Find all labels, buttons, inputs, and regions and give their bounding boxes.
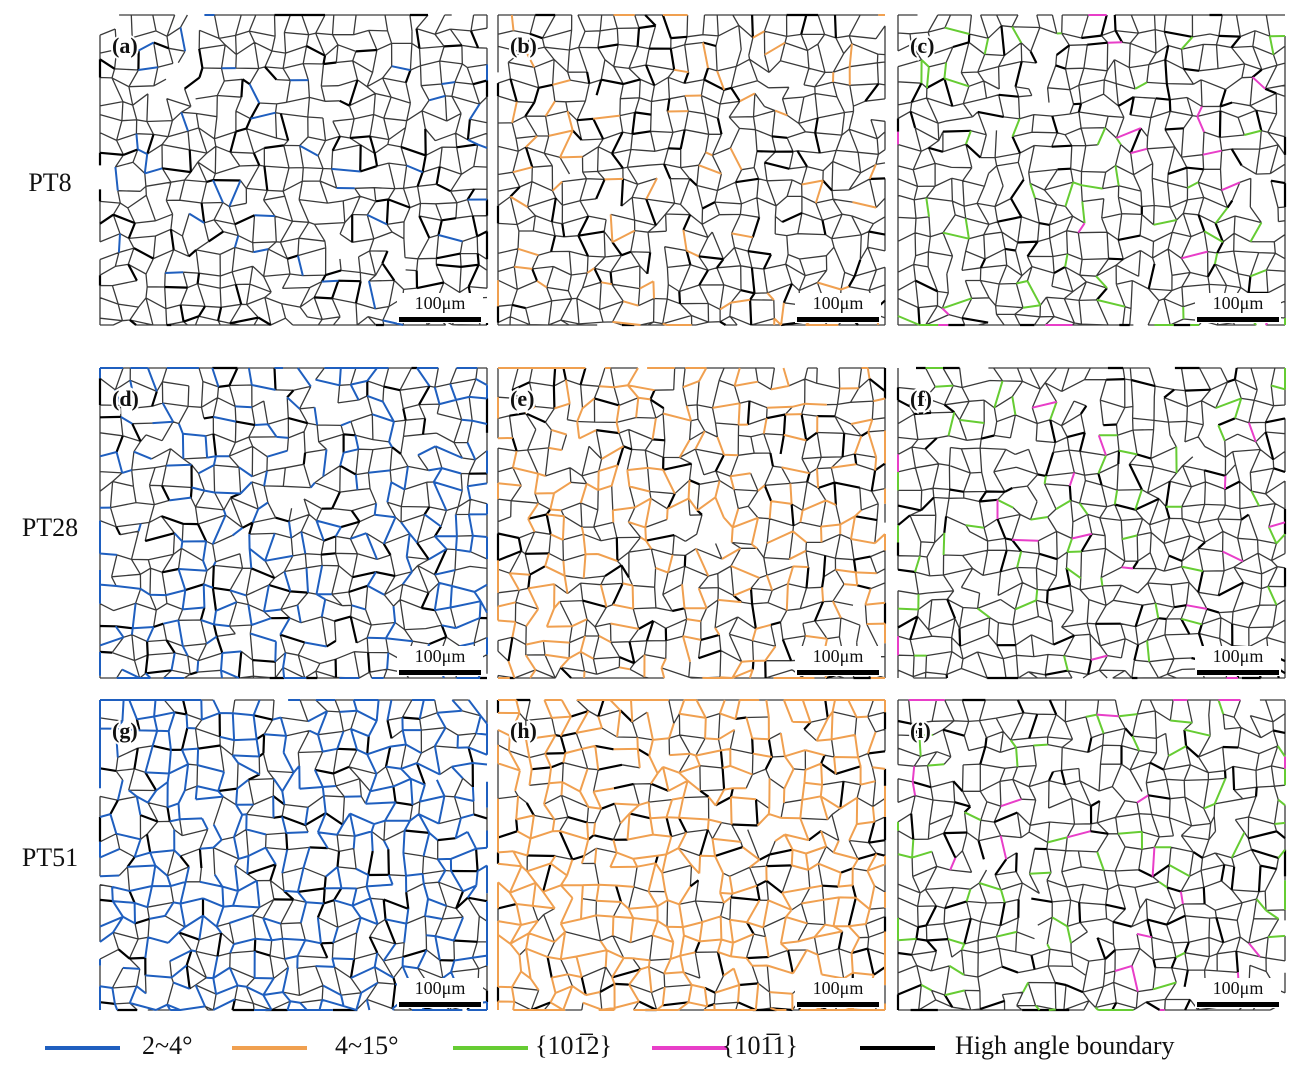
scale-bar: [399, 1002, 481, 1007]
grain-boundaries: [497, 699, 886, 1011]
panel-label: (c): [910, 33, 934, 58]
panel-label: (b): [510, 33, 537, 58]
high-angle-boundaries: [896, 698, 1287, 1012]
legend-label: {101̅1}: [722, 1031, 798, 1060]
scale-bar: [797, 317, 879, 322]
legend-label: 4~15°: [335, 1031, 398, 1060]
scale-bar-label: 100μm: [1213, 293, 1264, 313]
grain-boundaries: [99, 367, 488, 679]
micrograph: (b) 100μm: [496, 13, 886, 327]
panel-label: (f): [910, 386, 932, 411]
micrograph: (c) 100μm: [896, 13, 1287, 327]
micrograph: (a) 100μm: [98, 13, 489, 327]
low-angle-boundaries: [497, 14, 885, 326]
grain-boundaries: [897, 699, 1286, 1011]
low-angle-boundaries: [99, 367, 488, 679]
twin-boundaries: [897, 14, 1271, 326]
micrograph: (f) 100μm: [896, 366, 1287, 680]
scale-bar: [1197, 670, 1279, 675]
grain-boundaries: [897, 367, 1286, 679]
scale-bar-label: 100μm: [813, 293, 864, 313]
high-angle-boundaries: [98, 699, 489, 1012]
scale-bar-label: 100μm: [415, 646, 466, 666]
micrograph: (h) 100μm: [496, 698, 887, 1012]
scale-bar-label: 100μm: [1213, 978, 1264, 998]
micrograph-background: [498, 368, 885, 678]
grain-boundaries: [99, 14, 488, 326]
legend-label: 2~4°: [142, 1031, 192, 1060]
legend-label: {101̅2}: [535, 1031, 612, 1060]
row-label: PT8: [28, 168, 71, 197]
row-label: PT51: [22, 843, 78, 872]
scale-bar: [1197, 317, 1279, 322]
grain-boundaries: [497, 367, 886, 679]
micrograph-background: [498, 700, 885, 1010]
high-angle-boundaries: [896, 13, 1287, 327]
high-angle-boundaries: [496, 367, 887, 680]
scale-bar: [797, 1002, 879, 1007]
panel-label: (h): [510, 718, 537, 743]
scale-bar: [399, 317, 481, 322]
scale-bar-label: 100μm: [415, 293, 466, 313]
low-angle-boundaries: [497, 367, 886, 679]
high-angle-boundaries: [98, 13, 489, 327]
high-angle-boundaries: [496, 698, 887, 1012]
row-label: PT28: [22, 513, 78, 542]
panel-label: (d): [112, 386, 139, 411]
low-angle-boundaries: [99, 699, 488, 1011]
low-angle-boundaries: [497, 699, 886, 1011]
scale-bar-label: 100μm: [415, 978, 466, 998]
high-angle-boundaries: [496, 13, 886, 327]
twin-boundaries: [897, 400, 1286, 679]
high-angle-boundaries: [98, 366, 489, 680]
grain-boundaries: [99, 699, 488, 1011]
scale-bar-label: 100μm: [813, 646, 864, 666]
micrograph: (g) 100μm: [98, 699, 489, 1012]
panel-label: (i): [910, 718, 931, 743]
scale-bar-label: 100μm: [813, 978, 864, 998]
panel-label: (a): [112, 33, 138, 58]
micrograph-background: [100, 368, 487, 678]
micrograph: (d) 100μm: [98, 366, 489, 680]
low-angle-boundaries: [897, 26, 1286, 326]
micrograph: (i) 100μm: [896, 698, 1287, 1012]
legend-label: High angle boundary: [955, 1031, 1175, 1060]
scale-bar: [797, 670, 879, 675]
panel-label: (e): [510, 386, 534, 411]
scale-bar: [399, 670, 481, 675]
grain-boundaries: [897, 14, 1286, 326]
scale-bar: [1197, 1002, 1279, 1007]
low-angle-boundaries: [114, 14, 488, 326]
micrograph: (e) 100μm: [496, 367, 887, 680]
grain-boundaries: [497, 14, 886, 326]
low-angle-boundaries: [897, 367, 1286, 671]
micrograph-background: [898, 15, 1285, 325]
scale-bar-label: 100μm: [1213, 646, 1264, 666]
panel-label: (g): [112, 718, 138, 743]
